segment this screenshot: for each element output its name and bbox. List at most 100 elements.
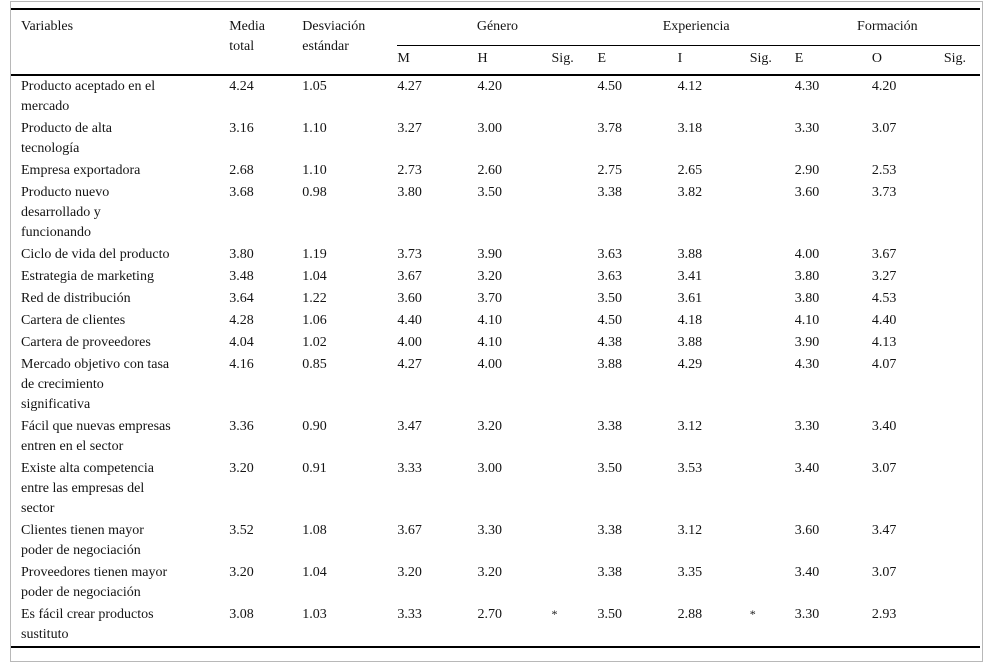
desviacion-value: 0.90	[302, 419, 327, 434]
formacion-o-value: 3.73	[871, 185, 897, 200]
genero-h-value: 2.70	[477, 607, 502, 622]
media-total-value: 3.20	[229, 565, 254, 580]
genero-sig-value	[552, 75, 598, 118]
genero-h-value: 4.10	[477, 313, 502, 328]
experiencia-i-value: 2.88	[677, 607, 703, 622]
formacion-e-value: 3.30	[794, 419, 820, 434]
experiencia-sig-value	[750, 182, 795, 244]
formacion-o-value: 3.27	[871, 269, 897, 284]
experiencia-i-value: 4.12	[677, 79, 703, 94]
desviacion-value: 1.10	[302, 163, 327, 178]
experiencia-i-value: 3.61	[677, 291, 703, 306]
experiencia-e-value: 3.50	[597, 461, 623, 476]
genero-sig-value	[552, 118, 598, 160]
genero-h-value: 3.00	[477, 461, 502, 476]
experiencia-sig-value	[750, 266, 795, 288]
table-row: Red de distribución 3.64 1.22 3.60 3.70 …	[11, 288, 980, 310]
genero-sig-value	[552, 354, 598, 416]
formacion-sig-value	[944, 520, 980, 562]
formacion-sig-value	[944, 332, 980, 354]
desviacion-value: 0.85	[302, 357, 327, 372]
formacion-o-value: 3.07	[871, 461, 897, 476]
variable-name: Es fácil crear productos sustituto	[21, 607, 154, 642]
formacion-sig-value	[944, 118, 980, 160]
formacion-o-value: 3.07	[871, 121, 897, 136]
table-row: Existe alta competencia entre las empres…	[11, 458, 980, 520]
genero-m-value: 3.27	[397, 121, 422, 136]
subheader-genero-m: M	[397, 50, 410, 66]
statistics-table: Variables Media total Desviación estánda…	[11, 8, 980, 648]
formacion-sig-value	[944, 288, 980, 310]
subheader-formacion-o: O	[871, 50, 882, 66]
media-total-value: 2.68	[229, 163, 254, 178]
formacion-e-value: 2.90	[794, 163, 820, 178]
desviacion-value: 1.05	[302, 79, 327, 94]
experiencia-sig-value	[750, 244, 795, 266]
media-total-value: 3.36	[229, 419, 254, 434]
subheader-experiencia-i: I	[677, 50, 683, 66]
genero-sig-value	[552, 182, 598, 244]
experiencia-sig-value	[750, 520, 795, 562]
subheader-genero-sig: Sig.	[551, 50, 574, 66]
experiencia-i-value: 3.41	[677, 269, 703, 284]
table-row: Proveedores tienen mayor poder de negoci…	[11, 562, 980, 604]
experiencia-sig-value	[750, 310, 795, 332]
experiencia-i-value: 3.82	[677, 185, 703, 200]
genero-m-value: 2.73	[397, 163, 422, 178]
genero-sig-value	[552, 244, 598, 266]
experiencia-i-value: 3.12	[677, 419, 703, 434]
media-total-value: 3.20	[229, 461, 254, 476]
experiencia-sig-value	[750, 562, 795, 604]
experiencia-i-value: 3.18	[677, 121, 703, 136]
formacion-o-value: 3.47	[871, 523, 897, 538]
table-row: Clientes tienen mayor poder de negociaci…	[11, 520, 980, 562]
genero-h-value: 3.20	[477, 269, 502, 284]
column-header-desviacion-estandar: Desviación estándar	[302, 19, 366, 54]
experiencia-e-value: 3.38	[597, 565, 623, 580]
table-row: Cartera de clientes 4.28 1.06 4.40 4.10 …	[11, 310, 980, 332]
experiencia-i-value: 4.18	[677, 313, 703, 328]
column-header-variables: Variables	[21, 19, 74, 34]
formacion-e-value: 4.30	[794, 357, 820, 372]
experiencia-e-value: 4.38	[597, 335, 623, 350]
genero-h-value: 3.20	[477, 419, 502, 434]
formacion-e-value: 4.00	[794, 247, 820, 262]
formacion-sig-value	[944, 310, 980, 332]
desviacion-value: 1.04	[302, 269, 327, 284]
genero-m-value: 3.80	[397, 185, 422, 200]
formacion-sig-value	[944, 354, 980, 416]
genero-h-value: 3.90	[477, 247, 502, 262]
genero-h-value: 4.20	[477, 79, 502, 94]
formacion-e-value: 3.60	[794, 523, 820, 538]
genero-m-value: 3.67	[397, 269, 422, 284]
group-header-experiencia: Experiencia	[597, 9, 795, 46]
experiencia-i-value: 3.35	[677, 565, 703, 580]
formacion-sig-value	[944, 182, 980, 244]
genero-m-value: 3.20	[397, 565, 422, 580]
formacion-e-value: 3.90	[794, 335, 820, 350]
table-row: Mercado objetivo con tasa de crecimiento…	[11, 354, 980, 416]
table-row: Cartera de proveedores 4.04 1.02 4.00 4.…	[11, 332, 980, 354]
formacion-e-value: 3.30	[794, 607, 820, 622]
table-row: Empresa exportadora 2.68 1.10 2.73 2.60 …	[11, 160, 980, 182]
experiencia-sig-value	[750, 118, 795, 160]
table-row: Producto aceptado en el mercado 4.24 1.0…	[11, 75, 980, 118]
desviacion-value: 0.98	[302, 185, 327, 200]
experiencia-e-value: 3.50	[597, 607, 623, 622]
formacion-e-value: 3.40	[794, 461, 820, 476]
genero-m-value: 3.67	[397, 523, 422, 538]
experiencia-e-value: 3.38	[597, 523, 623, 538]
genero-m-value: 4.40	[397, 313, 422, 328]
genero-m-value: 4.27	[397, 357, 422, 372]
header-row-groups: Variables Media total Desviación estánda…	[11, 9, 980, 54]
table-row: Ciclo de vida del producto 3.80 1.19 3.7…	[11, 244, 980, 266]
genero-m-value: 3.60	[397, 291, 422, 306]
formacion-e-value: 4.30	[794, 79, 820, 94]
variable-name: Empresa exportadora	[21, 163, 141, 178]
media-total-value: 3.08	[229, 607, 254, 622]
desviacion-value: 1.08	[302, 523, 327, 538]
media-total-value: 3.52	[229, 523, 254, 538]
formacion-sig-value	[944, 75, 980, 118]
media-total-value: 4.04	[229, 335, 254, 350]
experiencia-e-value: 4.50	[597, 313, 623, 328]
